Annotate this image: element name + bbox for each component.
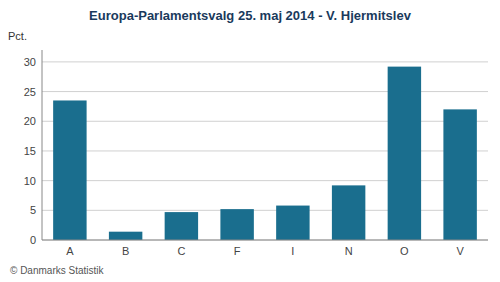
bar <box>165 212 198 240</box>
x-tick-label: V <box>456 245 464 257</box>
footer-note: © Danmarks Statistik <box>10 265 105 276</box>
grid <box>42 62 488 240</box>
bar <box>332 185 365 240</box>
x-tick-label: C <box>177 245 185 257</box>
y-axis-label: Pct. <box>8 30 27 42</box>
bar <box>53 100 86 240</box>
grid-line <box>42 240 488 241</box>
y-tick-label: 0 <box>30 234 36 246</box>
grid-line <box>42 61 488 62</box>
x-tick-label: B <box>122 245 129 257</box>
chart-container: Europa-Parlamentsvalg 25. maj 2014 - V. … <box>0 0 500 282</box>
bar <box>443 109 476 240</box>
y-tick-label: 25 <box>24 86 36 98</box>
bar <box>276 206 309 240</box>
x-axis-line <box>42 240 488 241</box>
y-tick-label: 15 <box>24 145 36 157</box>
title: Europa-Parlamentsvalg 25. maj 2014 - V. … <box>89 8 412 23</box>
bar <box>220 209 253 240</box>
x-tick-label: I <box>291 245 294 257</box>
y-axis-line <box>42 50 43 240</box>
x-tick-label: N <box>345 245 353 257</box>
x-tick-label: F <box>234 245 241 257</box>
y-tick-label: 30 <box>24 56 36 68</box>
chart: Europa-Parlamentsvalg 25. maj 2014 - V. … <box>0 0 500 282</box>
y-tick-label: 20 <box>24 115 36 127</box>
bar <box>388 67 421 240</box>
bars <box>53 67 477 240</box>
bar <box>109 232 142 240</box>
x-tick-label: O <box>400 245 409 257</box>
y-tick-label: 5 <box>30 204 36 216</box>
x-tick-label: A <box>66 245 74 257</box>
y-tick-label: 10 <box>24 175 36 187</box>
